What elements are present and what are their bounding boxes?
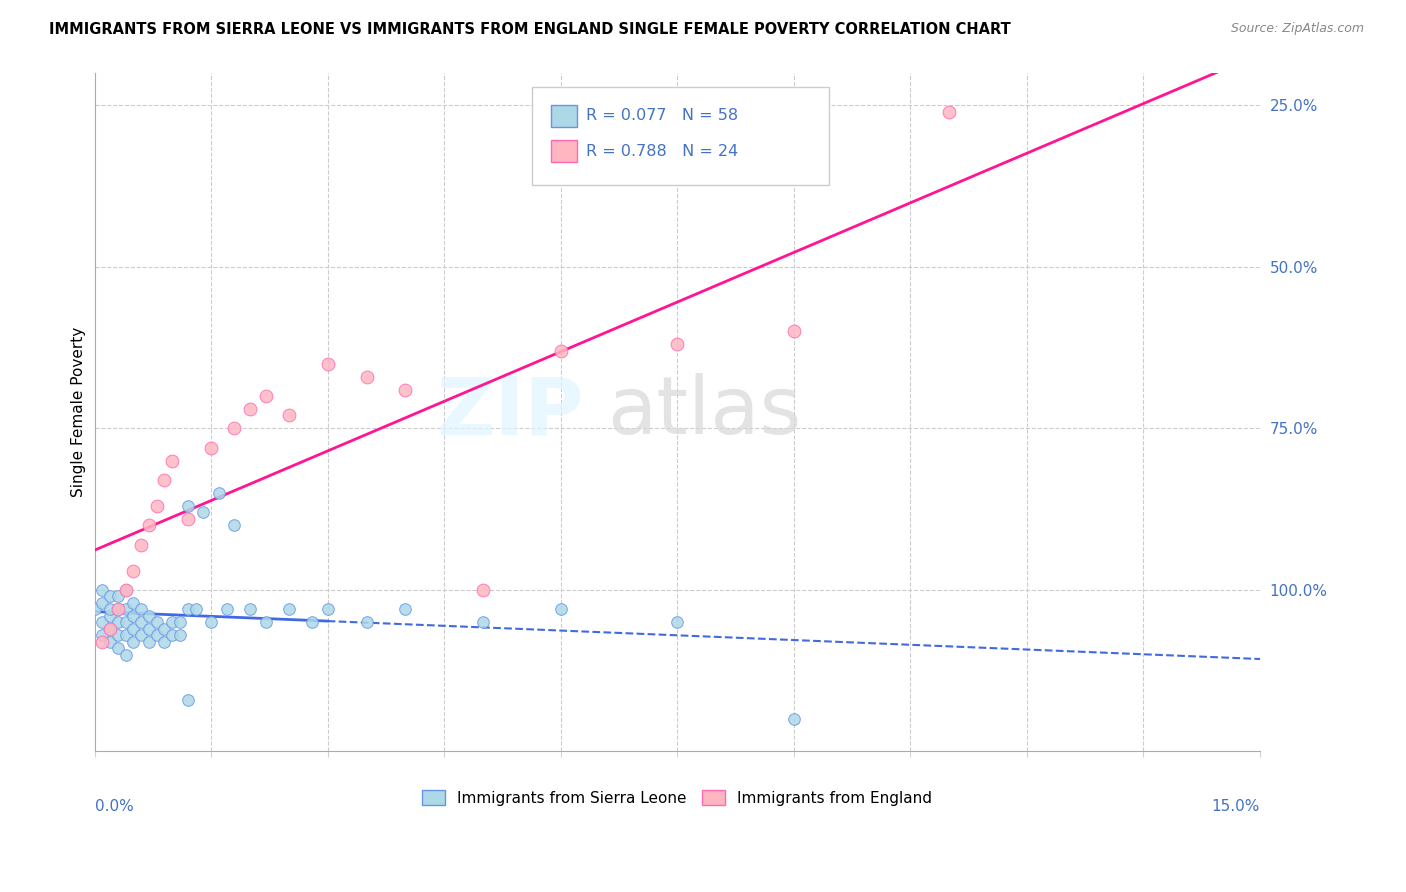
Point	[153, 622, 176, 636]
Point	[177, 512, 200, 526]
Y-axis label: Single Female Poverty: Single Female Poverty	[72, 327, 86, 498]
Point	[129, 602, 152, 616]
Point	[316, 602, 339, 616]
Point	[122, 596, 145, 610]
Point	[129, 615, 152, 630]
Point	[550, 602, 572, 616]
Text: R = 0.077   N = 58: R = 0.077 N = 58	[586, 108, 738, 123]
Point	[224, 421, 246, 435]
Point	[122, 622, 145, 636]
Point	[107, 602, 129, 616]
Point	[472, 582, 495, 597]
Point	[138, 608, 160, 623]
Point	[184, 602, 207, 616]
Text: 0.0%: 0.0%	[94, 799, 134, 814]
Point	[239, 402, 262, 417]
Point	[138, 634, 160, 648]
Point	[91, 615, 114, 630]
Text: 15.0%: 15.0%	[1212, 799, 1260, 814]
Point	[98, 590, 121, 604]
Point	[107, 641, 129, 656]
Point	[162, 628, 184, 642]
Point	[129, 628, 152, 642]
Point	[356, 615, 378, 630]
Point	[114, 628, 136, 642]
Point	[98, 608, 121, 623]
Point	[169, 628, 191, 642]
Point	[200, 441, 222, 455]
Point	[114, 602, 136, 616]
Text: atlas: atlas	[607, 373, 801, 451]
Point	[193, 505, 215, 519]
FancyBboxPatch shape	[551, 140, 576, 161]
Point	[224, 518, 246, 533]
Point	[98, 634, 121, 648]
Point	[162, 615, 184, 630]
Point	[177, 693, 200, 707]
FancyBboxPatch shape	[551, 105, 576, 127]
Point	[91, 628, 114, 642]
Text: R = 0.788   N = 24: R = 0.788 N = 24	[586, 144, 738, 159]
Point	[138, 622, 160, 636]
Text: Source: ZipAtlas.com: Source: ZipAtlas.com	[1230, 22, 1364, 36]
Point	[666, 337, 689, 351]
Point	[239, 602, 262, 616]
Point	[145, 628, 167, 642]
Point	[783, 325, 806, 339]
Point	[114, 582, 136, 597]
Point	[666, 615, 689, 630]
Point	[356, 369, 378, 384]
Point	[169, 615, 191, 630]
Point	[107, 615, 129, 630]
Point	[277, 602, 299, 616]
Point	[550, 343, 572, 358]
Text: ZIP: ZIP	[437, 373, 583, 451]
Point	[122, 608, 145, 623]
Point	[301, 615, 323, 630]
Point	[107, 590, 129, 604]
Point	[215, 602, 238, 616]
Point	[83, 602, 105, 616]
Point	[277, 409, 299, 423]
Point	[254, 615, 277, 630]
Point	[394, 383, 416, 397]
Point	[114, 648, 136, 662]
Point	[177, 499, 200, 513]
Point	[91, 596, 114, 610]
Point	[145, 499, 167, 513]
Point	[107, 628, 129, 642]
Point	[938, 104, 960, 119]
Point	[472, 615, 495, 630]
Point	[138, 518, 160, 533]
Point	[114, 615, 136, 630]
Point	[200, 615, 222, 630]
Point	[91, 582, 114, 597]
Point	[98, 602, 121, 616]
Point	[316, 357, 339, 371]
Point	[153, 473, 176, 487]
Point	[107, 602, 129, 616]
Point	[114, 582, 136, 597]
Point	[129, 538, 152, 552]
Point	[122, 564, 145, 578]
Point	[394, 602, 416, 616]
Legend: Immigrants from Sierra Leone, Immigrants from England: Immigrants from Sierra Leone, Immigrants…	[416, 783, 938, 812]
Point	[177, 602, 200, 616]
Point	[153, 634, 176, 648]
Point	[162, 453, 184, 467]
Point	[208, 486, 231, 500]
Point	[91, 634, 114, 648]
Point	[254, 389, 277, 403]
FancyBboxPatch shape	[531, 87, 828, 185]
Point	[783, 712, 806, 726]
Text: IMMIGRANTS FROM SIERRA LEONE VS IMMIGRANTS FROM ENGLAND SINGLE FEMALE POVERTY CO: IMMIGRANTS FROM SIERRA LEONE VS IMMIGRAN…	[49, 22, 1011, 37]
Point	[98, 622, 121, 636]
Point	[145, 615, 167, 630]
Point	[98, 622, 121, 636]
Point	[122, 634, 145, 648]
